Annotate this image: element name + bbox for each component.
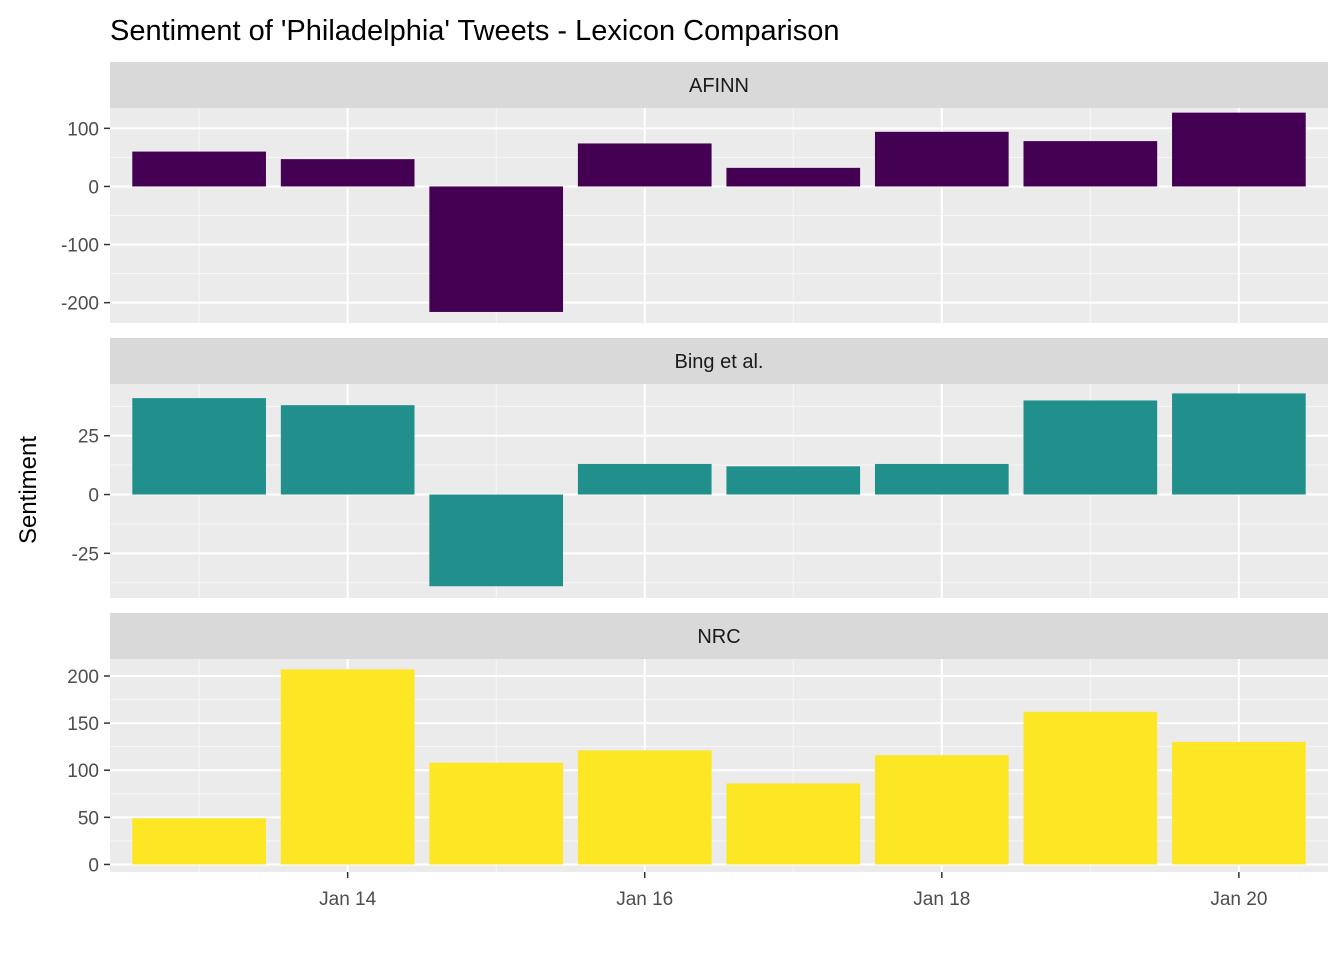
facet-strip [110,62,1328,108]
bar [874,131,1009,187]
bar [132,818,266,865]
y-tick-label: 0 [88,486,99,507]
y-tick-label: 150 [67,714,99,735]
bar [726,466,861,495]
bar [429,762,564,865]
bar [577,463,712,495]
bar [1023,711,1158,865]
facet-panels: AFINN 100 0 -100 -200 Bing et al. 25 0 -25 NRC 200… [61,62,1328,876]
y-tick-label: 100 [67,761,99,782]
y-tick-label: -100 [61,236,99,257]
x-axis: Jan 14 Jan 16 Jan 18 Jan 20 [319,872,1267,910]
bar [429,186,564,312]
y-tick-label: 0 [88,177,99,198]
bar [577,750,712,865]
bar [726,167,861,187]
y-tick-label: 0 [88,855,99,876]
bar [280,669,415,865]
bar [1172,393,1306,495]
y-tick-label: 200 [67,667,99,688]
bar [874,463,1009,495]
y-tick-label: -200 [61,294,99,315]
chart-title: Sentiment of 'Philadelphia' Tweets - Lex… [110,15,840,47]
facet-strip-label: Bing et al. [675,351,764,373]
y-tick-label: -25 [72,544,99,565]
bar [280,159,415,187]
y-tick-label: 50 [78,808,99,829]
bar [577,143,712,187]
bar [1172,112,1306,187]
x-tick-label: Jan 18 [913,889,970,910]
bar [132,398,266,495]
bar [1023,141,1158,187]
x-tick-label: Jan 14 [319,889,376,910]
bar [429,494,564,587]
facet-strip-label: NRC [697,626,740,648]
y-axis-label: Sentiment [15,436,42,544]
bar [280,405,415,495]
x-tick-label: Jan 20 [1210,889,1267,910]
x-tick-label: Jan 16 [616,889,673,910]
facet-0: AFINN 100 0 -100 -200 [61,62,1328,323]
facet-strip [110,613,1328,659]
y-tick-label: 100 [67,119,99,140]
facet-2: NRC 200 150 100 50 0 [67,613,1328,876]
bar [726,783,861,865]
facet-strip-label: AFINN [689,75,749,97]
bar [1023,400,1158,495]
bar [1172,741,1306,865]
bar [132,151,266,187]
facet-1: Bing et al. 25 0 -25 [72,338,1328,598]
bar [874,755,1009,865]
facet-strip [110,338,1328,384]
y-tick-label: 25 [78,427,99,448]
